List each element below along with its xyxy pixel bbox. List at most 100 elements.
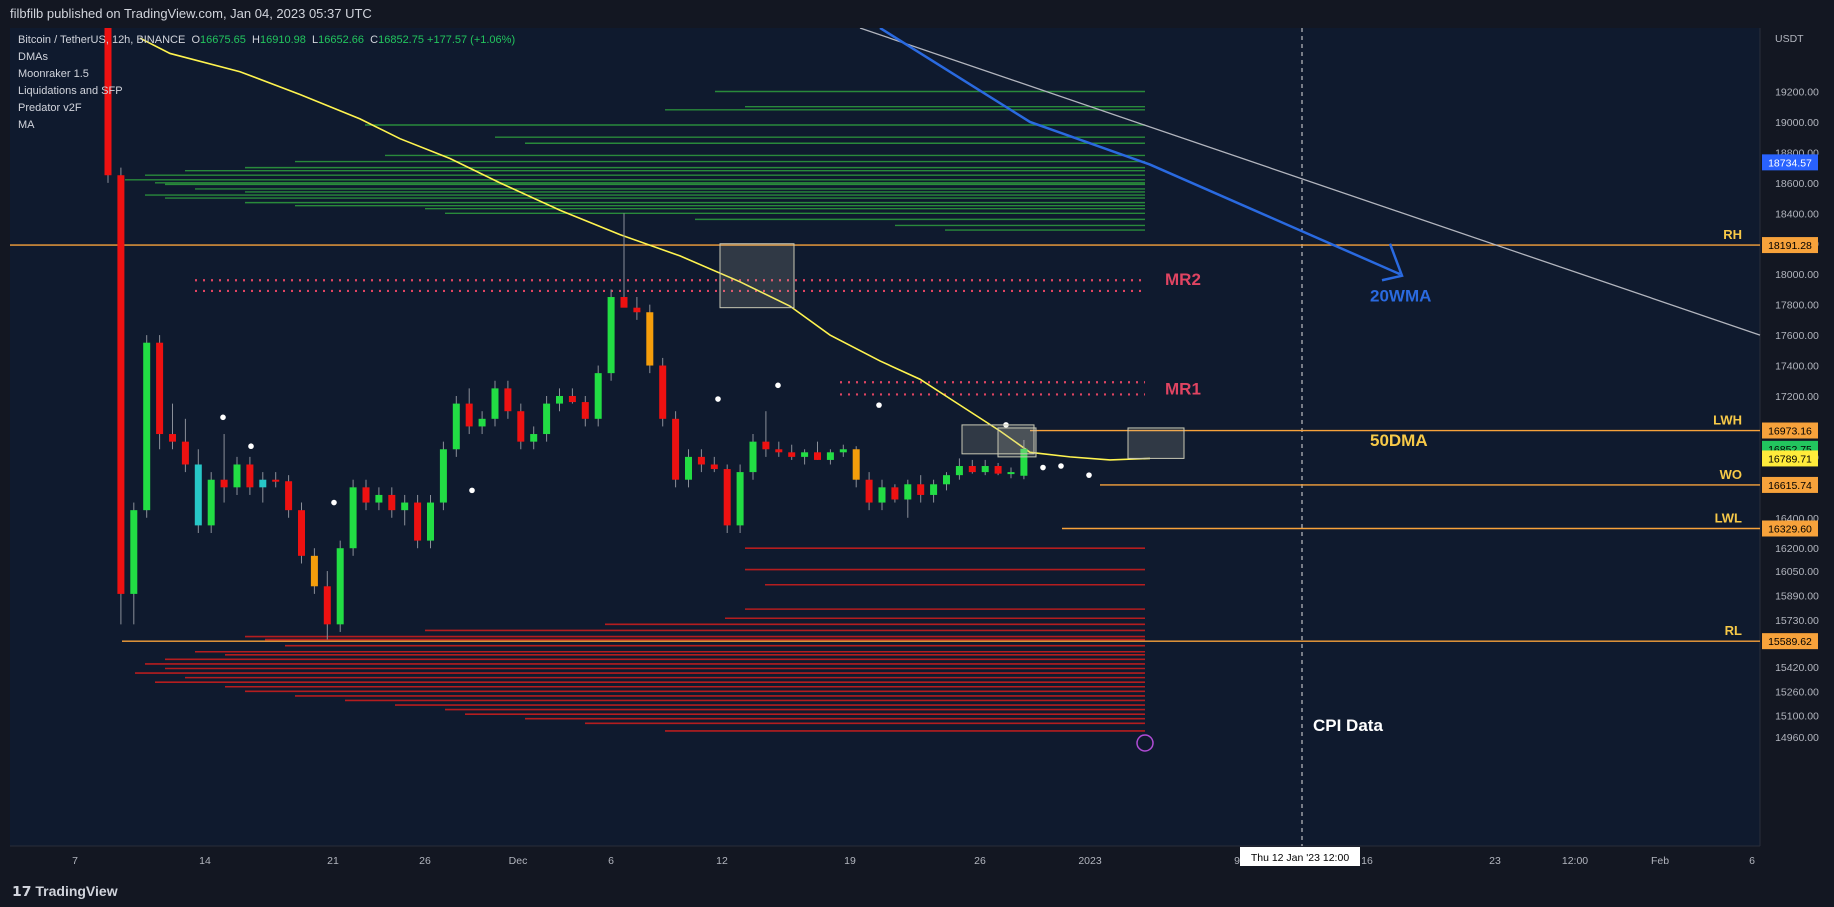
candle-body[interactable] [491, 388, 499, 419]
candle-body[interactable] [543, 403, 551, 435]
candle-body[interactable] [259, 479, 267, 488]
candle-body[interactable] [891, 487, 899, 500]
candle-body[interactable] [220, 479, 228, 488]
candle-body[interactable] [336, 548, 344, 625]
candle-body[interactable] [143, 342, 151, 511]
candle-body[interactable] [955, 466, 963, 476]
candle-body[interactable] [130, 510, 138, 594]
candle-body[interactable] [452, 403, 460, 450]
candle-body[interactable] [310, 555, 318, 587]
candle-body[interactable] [427, 502, 434, 541]
indicator-predator[interactable]: Predator v2F [18, 102, 82, 114]
ohlc-change: +177.57 (+1.06%) [427, 34, 516, 46]
time-tick-label: 6 [608, 855, 614, 867]
candle-body[interactable] [117, 175, 125, 594]
candle-body[interactable] [659, 365, 667, 419]
candle-body[interactable] [104, 28, 112, 176]
price-tag [1762, 450, 1818, 467]
candle-body[interactable] [388, 494, 396, 511]
candle-body[interactable] [968, 466, 976, 473]
level-label-rl: RL [1725, 623, 1742, 638]
candle-body[interactable] [169, 434, 176, 442]
indicator-liquidations[interactable]: Liquidations and SFP [18, 85, 123, 97]
candle-body[interactable] [710, 464, 718, 470]
candle-body[interactable] [943, 475, 950, 485]
candle-body[interactable] [852, 449, 860, 480]
candle-body[interactable] [156, 342, 164, 435]
sfp-dot [775, 382, 781, 389]
candle-body[interactable] [298, 510, 305, 556]
candle-body[interactable] [930, 484, 938, 495]
symbol-name[interactable]: Bitcoin / TetherUS, 12h, BINANCE [18, 34, 186, 46]
brand-name: TradingView [35, 883, 118, 899]
candle-body[interactable] [633, 307, 641, 313]
candle-body[interactable] [762, 441, 770, 450]
candle-body[interactable] [556, 395, 563, 404]
candle-body[interactable] [981, 466, 989, 473]
alert-icon[interactable] [1136, 734, 1154, 752]
candle-body[interactable] [878, 487, 886, 503]
candle-body[interactable] [323, 586, 331, 625]
price-tick-label: 16200.00 [1775, 543, 1819, 555]
candle-body[interactable] [581, 402, 589, 419]
time-tick-label: 12:00 [1562, 855, 1588, 867]
candle-body[interactable] [607, 297, 615, 374]
price-tick-label: 18000.00 [1775, 269, 1819, 281]
candle-body[interactable] [697, 456, 705, 465]
candle-body[interactable] [285, 481, 293, 511]
candle-body[interactable] [207, 479, 215, 526]
price-tick-label: 17600.00 [1775, 330, 1819, 342]
candle-body[interactable] [414, 502, 422, 541]
candle-body[interactable] [723, 469, 731, 526]
candle-body[interactable] [736, 472, 744, 526]
candle-body[interactable] [504, 388, 512, 412]
candle-body[interactable] [594, 373, 602, 419]
candle-body[interactable] [917, 484, 925, 495]
level-label-rh: RH [1723, 227, 1742, 242]
candle-body[interactable] [904, 484, 912, 500]
time-tick-label: Dec [509, 855, 528, 867]
candle-body[interactable] [839, 449, 847, 453]
candle-body[interactable] [775, 449, 783, 453]
candle-body[interactable] [1020, 448, 1028, 476]
candle-body[interactable] [478, 418, 486, 427]
time-tick-label: 26 [974, 855, 986, 867]
candle-body[interactable] [401, 502, 409, 511]
price-chart[interactable]: 19200.0019000.0018800.0018600.0018400.00… [0, 28, 1834, 877]
candle-body[interactable] [994, 466, 1002, 474]
candle-body[interactable] [375, 494, 383, 503]
candle-body[interactable] [439, 449, 447, 503]
candle-body[interactable] [826, 452, 834, 460]
candle-body[interactable] [465, 403, 473, 427]
level-price-text: 16973.16 [1768, 426, 1812, 438]
candle-body[interactable] [685, 456, 692, 480]
candle-body[interactable] [233, 464, 241, 488]
candle-body[interactable] [1007, 472, 1015, 475]
candle-body[interactable] [865, 479, 873, 503]
indicator-dmas[interactable]: DMAs [18, 51, 48, 63]
annotation-mr1: MR1 [1165, 379, 1201, 398]
candle-body[interactable] [272, 479, 280, 482]
candle-body[interactable] [349, 487, 357, 549]
candle-body[interactable] [246, 464, 254, 488]
indicator-moonraker[interactable]: Moonraker 1.5 [18, 68, 89, 80]
candle-body[interactable] [517, 411, 525, 442]
range-box [997, 427, 1037, 458]
indicator-ma[interactable]: MA [18, 119, 35, 131]
candle-body[interactable] [801, 452, 809, 457]
candle-body[interactable] [620, 297, 628, 308]
tradingview-logo[interactable]: 𝟭𝟳 TradingView [12, 883, 118, 900]
candle-body[interactable] [788, 452, 796, 457]
sfp-dot [331, 499, 337, 506]
candle-body[interactable] [672, 418, 680, 480]
candle-body[interactable] [749, 441, 757, 473]
candle-body[interactable] [568, 395, 576, 403]
candle-body[interactable] [530, 434, 538, 442]
candle-body[interactable] [194, 464, 202, 526]
candle-body[interactable] [814, 452, 821, 460]
level-label-lwh: LWH [1713, 413, 1742, 428]
candle-body[interactable] [362, 487, 370, 503]
candle-body[interactable] [646, 312, 654, 366]
candle-body[interactable] [181, 441, 189, 465]
time-tick-label: 23 [1489, 855, 1501, 867]
